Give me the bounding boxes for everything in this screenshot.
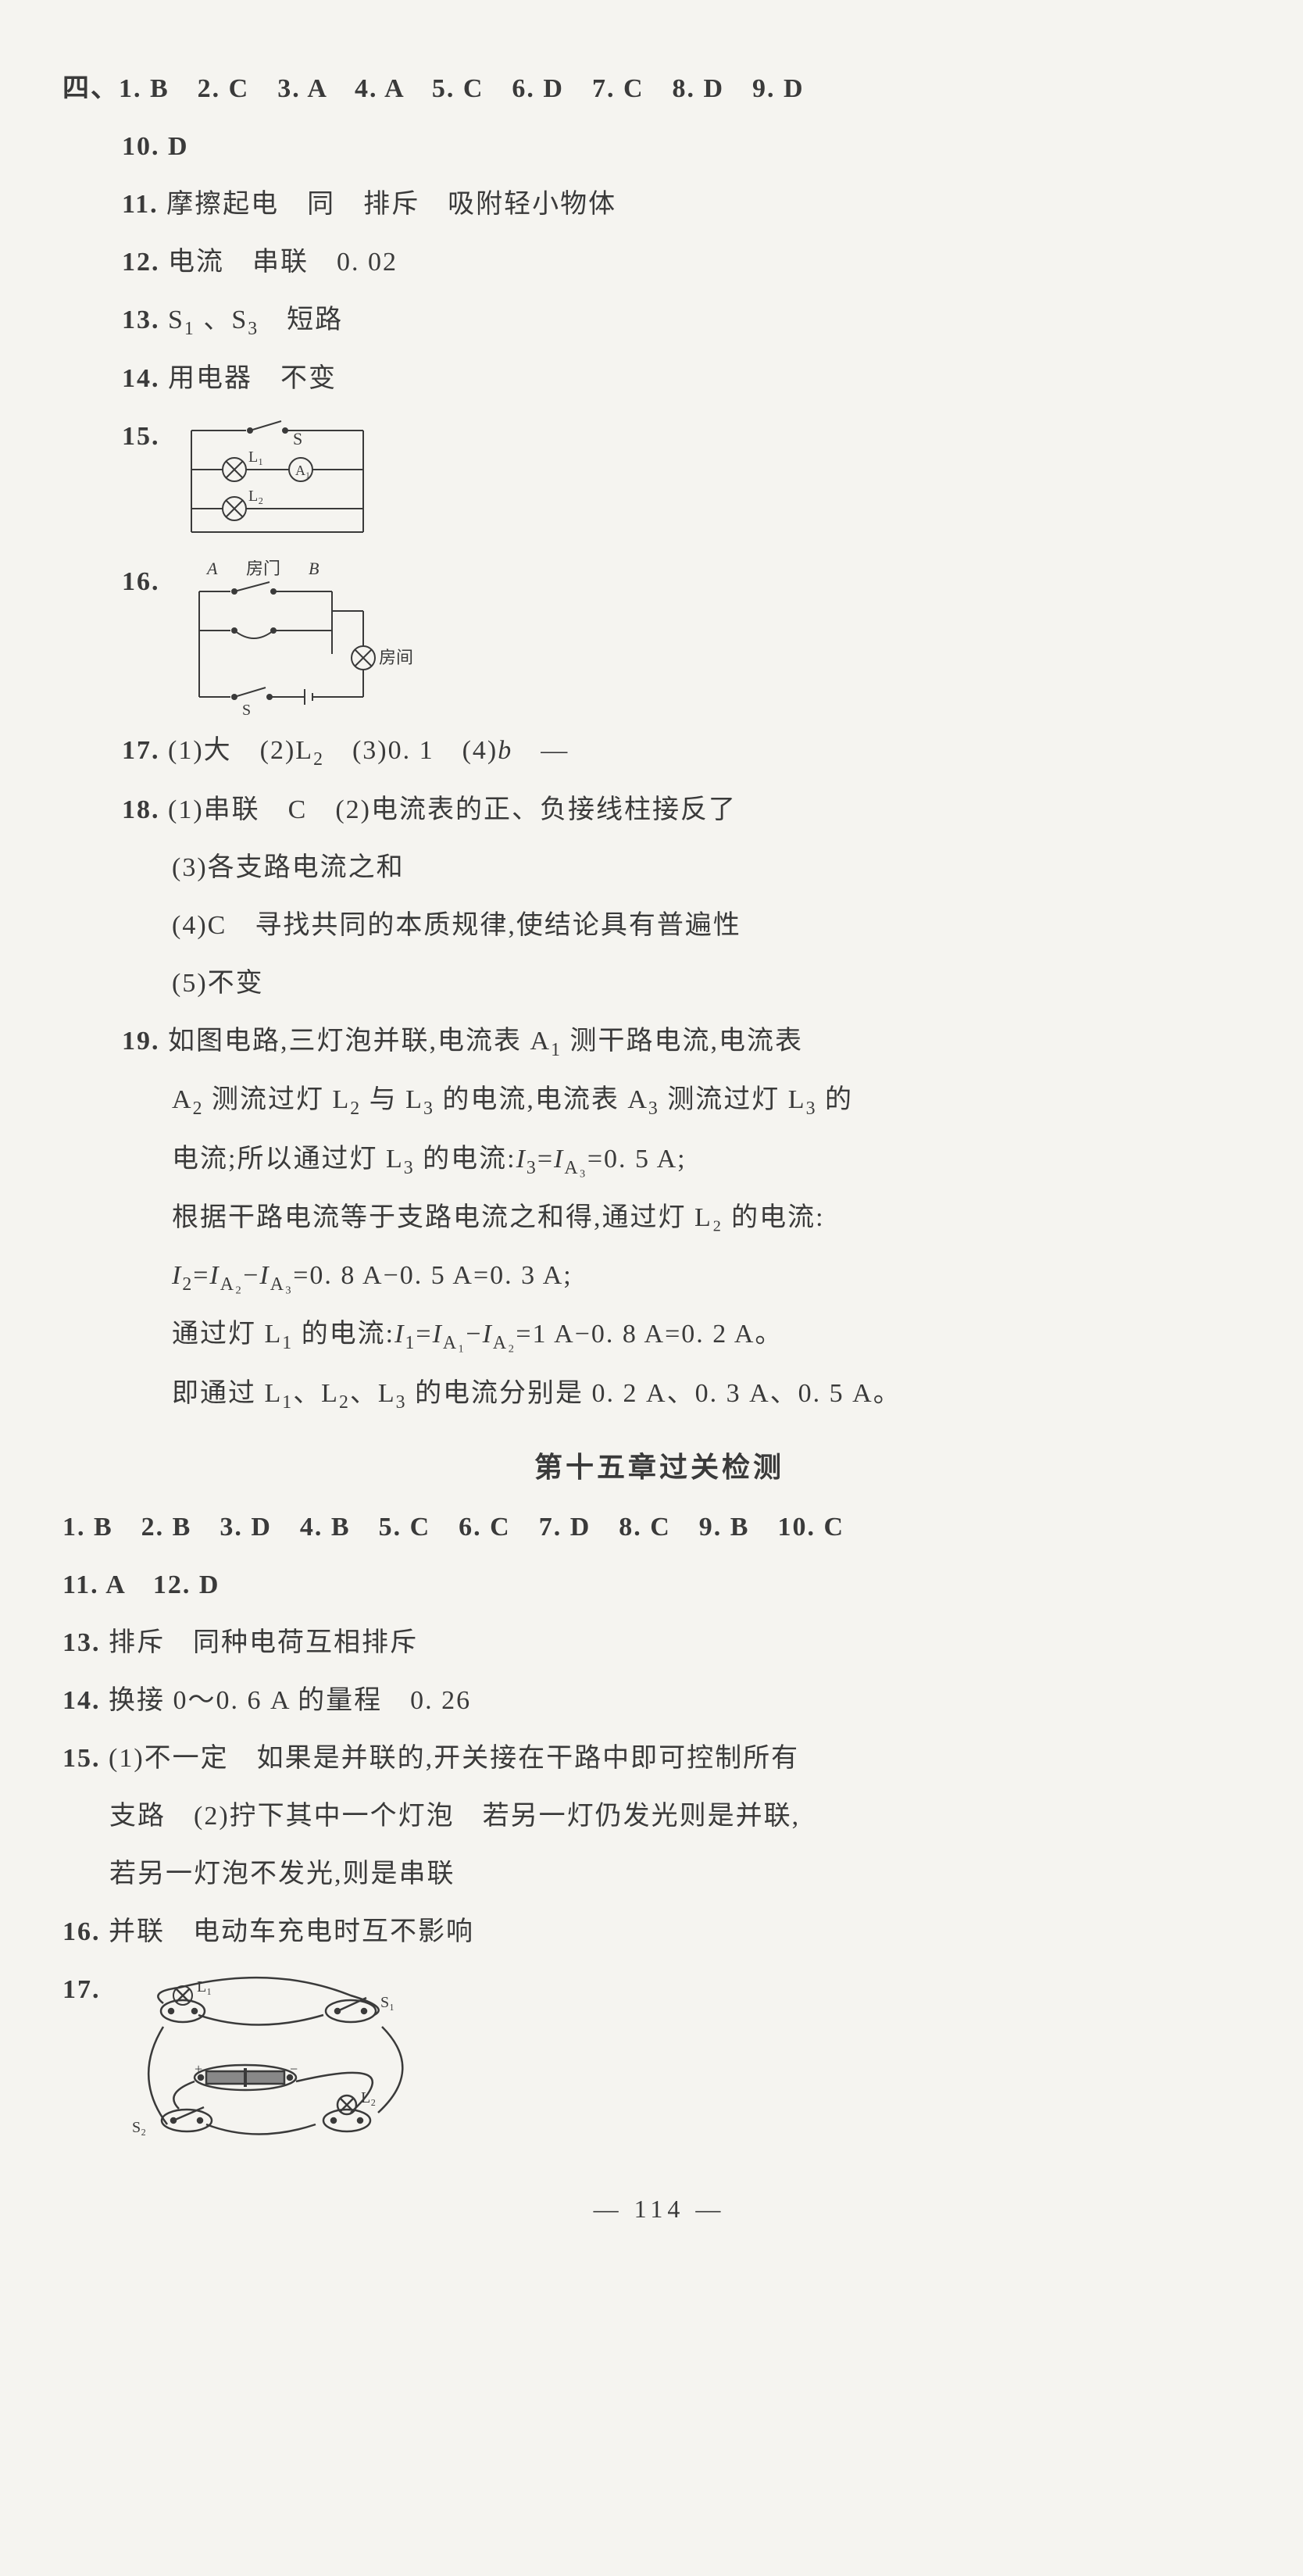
svg-text:房间: 房间 — [379, 648, 413, 667]
svg-text:L₁: L₁ — [197, 1978, 212, 1995]
q19-l7: 即通过 L1、L2、L3 的电流分别是 0. 2 A、0. 3 A、0. 5 A… — [62, 1367, 1256, 1421]
q19-l5: I2=IA₂−IA₃=0. 8 A−0. 5 A=0. 3 A; — [62, 1249, 1256, 1303]
b-q15-l2: 支路 (2)拧下其中一个灯泡 若另一灯仍发光则是并联, — [62, 1790, 1256, 1843]
b-mc-row1: 1. B 2. B 3. D 4. B 5. C 6. C 7. D 8. C … — [62, 1501, 1256, 1554]
q11: 11. 摩擦起电 同 排斥 吸附轻小物体 — [62, 178, 1256, 231]
svg-text:房门: 房门 — [246, 560, 280, 578]
q19-l1: 19. 如图电路,三灯泡并联,电流表 A1 测干路电流,电流表 — [62, 1015, 1256, 1069]
q14: 14. 用电器 不变 — [62, 352, 1256, 406]
q15-num: 15. — [122, 422, 160, 451]
b-q15-l1: 15. (1)不一定 如果是并联的,开关接在干路中即可控制所有 — [62, 1732, 1256, 1785]
svg-text:S: S — [293, 429, 302, 448]
svg-text:S: S — [242, 702, 251, 716]
svg-text:L₁: L₁ — [248, 448, 263, 466]
page-number: — 114 — — [62, 2195, 1256, 2224]
b-q17-row: 17. L₁ — [62, 1963, 1256, 2156]
svg-text:−: − — [290, 2061, 298, 2077]
svg-text:A: A — [205, 560, 218, 578]
diagram-16: A 房门 B — [176, 560, 441, 716]
b-q13: 13. 排斥 同种电荷互相排斥 — [62, 1617, 1256, 1670]
b-q14: 14. 换接 0～0. 6 A 的量程 0. 26 — [62, 1674, 1256, 1727]
svg-text:S₁: S₁ — [380, 1994, 394, 2011]
diagram-15: S L₁ A₁ L₂ — [176, 415, 379, 548]
svg-text:A₁: A₁ — [295, 463, 310, 478]
q18-l4: (5)不变 — [62, 957, 1256, 1010]
mc-row1: 1. B 2. C 3. A 4. A 5. C 6. D 7. C 8. D … — [119, 74, 805, 103]
diagram-17: L₁ S₁ + − S₂ — [116, 1968, 444, 2148]
section-prefix: 四、 — [62, 74, 119, 103]
q19-l4: 根据干路电流等于支路电流之和得,通过灯 L₂ 的电流: — [62, 1192, 1256, 1245]
svg-text:S₂: S₂ — [132, 2119, 146, 2136]
b-q15-l3: 若另一灯泡不发光,则是串联 — [62, 1848, 1256, 1901]
q17: 17. (1)大 (2)L2 (3)0. 1 (4)b — — [62, 724, 1256, 778]
q18-l2: (3)各支路电流之和 — [62, 841, 1256, 895]
svg-text:L₂: L₂ — [361, 2089, 376, 2106]
q19-l6: 通过灯 L1 的电流:I1=IA₁−IA₂=1 A−0. 8 A=0. 2 A。 — [62, 1308, 1256, 1362]
section-b-header: 第十五章过关检测 — [62, 1445, 1256, 1485]
svg-text:B: B — [309, 560, 319, 578]
b-q16: 16. 并联 电动车充电时互不影响 — [62, 1906, 1256, 1959]
q13: 13. S1 、S3 短路 — [62, 294, 1256, 348]
mc-row2: 10. D — [62, 120, 1256, 173]
q15-row: 15. S L₁ — [62, 410, 1256, 556]
b-mc-row2: 11. A 12. D — [62, 1559, 1256, 1612]
q12: 12. 电流 串联 0. 02 — [62, 236, 1256, 289]
q19-l3: 电流;所以通过灯 L3 的电流:I3=IA₃=0. 5 A; — [62, 1133, 1256, 1187]
q19-l2: A2 测流过灯 L2 与 L3 的电流,电流表 A3 测流过灯 L3 的 — [62, 1074, 1256, 1127]
b-q17-num: 17. — [62, 1975, 101, 2004]
section-a-row1: 四、1. B 2. C 3. A 4. A 5. C 6. D 7. C 8. … — [62, 63, 1256, 116]
svg-text:L₂: L₂ — [248, 488, 263, 505]
q18-l3: (4)C 寻找共同的本质规律,使结论具有普遍性 — [62, 899, 1256, 952]
q16-num: 16. — [122, 567, 160, 596]
q18-l1: 18. (1)串联 C (2)电流表的正、负接线柱接反了 — [62, 784, 1256, 837]
q16-row: 16. A 房门 B — [62, 556, 1256, 724]
